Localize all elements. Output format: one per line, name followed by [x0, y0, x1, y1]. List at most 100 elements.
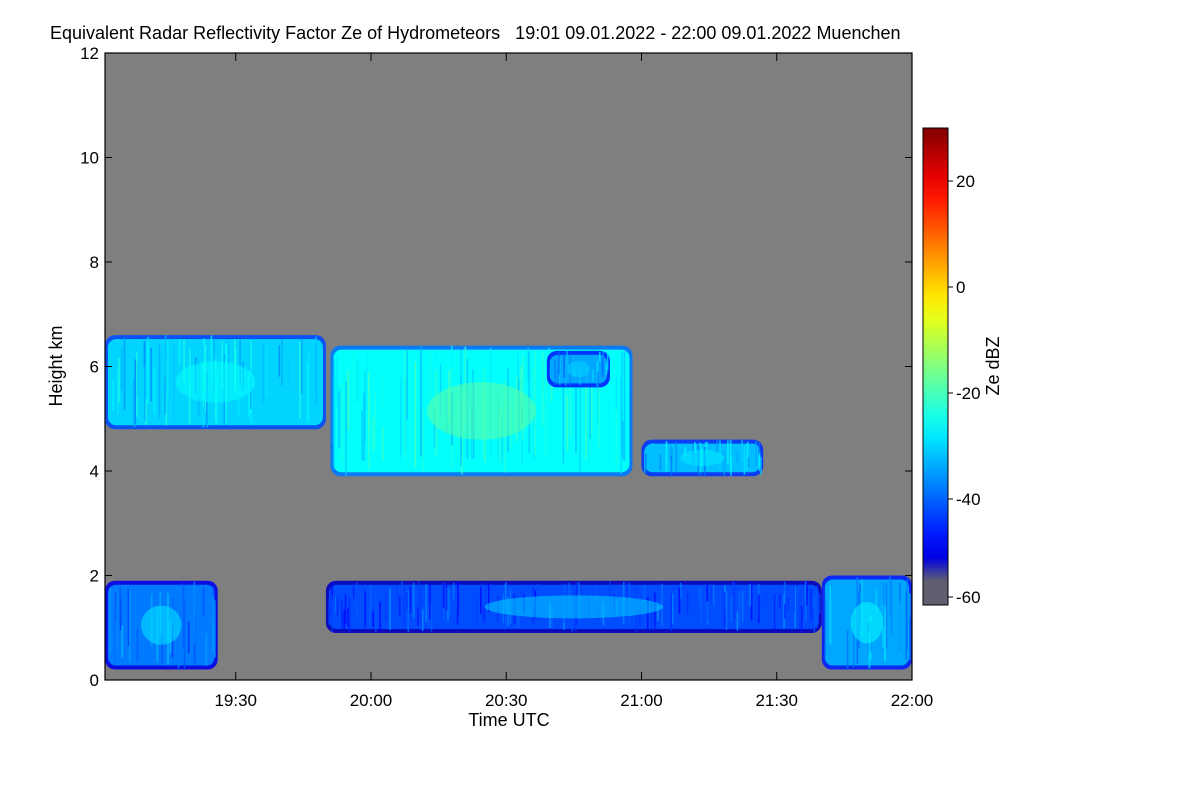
echo-streak: [725, 591, 728, 631]
echo-streak: [644, 453, 647, 471]
echo-streak: [643, 585, 646, 602]
echo-streak: [119, 587, 122, 622]
echo-streak: [414, 361, 417, 468]
echo-streak: [527, 347, 530, 381]
echo-streak: [804, 580, 807, 621]
echo-streak: [813, 595, 816, 632]
echo-streak: [121, 625, 123, 658]
echo-streak: [234, 339, 236, 388]
echo-streak: [581, 372, 583, 464]
x-axis: 19:30 20:00 20:30 21:00 21:30 22:00: [214, 53, 933, 710]
echo-streak: [899, 601, 902, 663]
echo-streak: [727, 440, 729, 465]
echo-streak: [703, 596, 706, 610]
echo-streak: [166, 340, 169, 397]
echo-streak: [400, 354, 402, 461]
echo-streak: [383, 365, 385, 462]
echo-streak: [679, 582, 682, 599]
echo-streak: [906, 578, 909, 650]
colorbar-tick-label: 20: [956, 172, 975, 191]
echo-streak: [417, 607, 419, 626]
y-axis-label: Height km: [46, 325, 66, 406]
echo-streak: [314, 358, 316, 400]
echo-streak: [829, 585, 832, 645]
echo-streak: [670, 455, 673, 477]
x-tick-label: 20:00: [350, 691, 393, 710]
echo-streak: [504, 582, 507, 608]
echo-streak: [368, 377, 370, 435]
echo-streak: [743, 446, 746, 475]
echo-streak: [620, 351, 623, 455]
echo-streak: [800, 605, 803, 633]
colorbar-tick-label: -40: [956, 490, 981, 509]
echo-streak: [382, 427, 384, 461]
echo-streak: [406, 592, 409, 610]
echo-streak: [542, 351, 544, 426]
echo-streak: [536, 583, 538, 608]
echo-streak: [150, 347, 153, 402]
echo-peak: [141, 605, 182, 645]
echo-streak: [190, 596, 193, 654]
echo-streak: [376, 368, 379, 415]
echo-streak: [128, 590, 131, 663]
y-tick-label: 8: [90, 253, 99, 272]
echo-streak: [590, 370, 593, 436]
echo-streak: [115, 591, 117, 620]
echo-streak: [755, 440, 757, 467]
echo-streak: [249, 377, 252, 410]
echo-streak: [815, 585, 818, 629]
colorbar-tick-label: 0: [956, 278, 965, 297]
echo-streak: [809, 589, 812, 623]
echo-streak: [564, 358, 567, 386]
echo-streak: [418, 581, 420, 620]
echo-streak: [476, 597, 478, 627]
echo-streak: [315, 347, 318, 406]
echo-peak: [427, 382, 536, 440]
echo-streak: [812, 607, 815, 631]
echo-streak: [281, 339, 283, 386]
echo-streak: [372, 611, 375, 628]
echo-streak: [349, 384, 351, 438]
colorbar-tick-label: -60: [956, 588, 981, 607]
echo-streak: [205, 633, 208, 666]
echo-peak: [175, 361, 256, 403]
echo-streak: [117, 367, 119, 415]
echo-streak: [787, 597, 790, 611]
echo-streak: [712, 584, 715, 606]
echo-streak: [286, 350, 288, 416]
echo-streak: [592, 370, 594, 382]
echo-streak: [716, 440, 719, 453]
echo-streak: [566, 350, 568, 365]
echo-streak: [501, 415, 503, 463]
echo-streak: [749, 583, 752, 607]
echo-streak: [564, 354, 567, 442]
echo-streak: [533, 405, 535, 462]
echo-streak: [659, 454, 662, 470]
echo-streak: [707, 598, 710, 622]
echo-streak: [401, 581, 403, 624]
echo-streak: [480, 586, 482, 615]
echo-streak: [407, 590, 410, 633]
y-tick-label: 10: [80, 149, 99, 168]
echo-streak: [145, 398, 147, 426]
colorbar-gradient: [922, 127, 949, 606]
echo-streak: [885, 583, 888, 649]
echo-streak: [372, 417, 374, 452]
echo-streak: [783, 581, 786, 597]
echo-streak: [575, 372, 577, 454]
echo-streak: [730, 596, 733, 622]
echo-streak: [589, 361, 592, 439]
echo-peak: [680, 449, 725, 466]
echo-streak: [239, 339, 241, 385]
echo-streak: [347, 370, 350, 431]
echo-streak: [404, 351, 406, 459]
echo-streak: [457, 581, 459, 618]
echo-streak: [427, 611, 430, 627]
echo-streak: [723, 450, 726, 476]
echo-streak: [558, 358, 561, 385]
echo-streak: [366, 352, 368, 412]
echo-streak: [158, 344, 161, 419]
y-tick-label: 6: [90, 358, 99, 377]
echo-streak: [799, 584, 802, 620]
echo-streak: [183, 339, 185, 383]
